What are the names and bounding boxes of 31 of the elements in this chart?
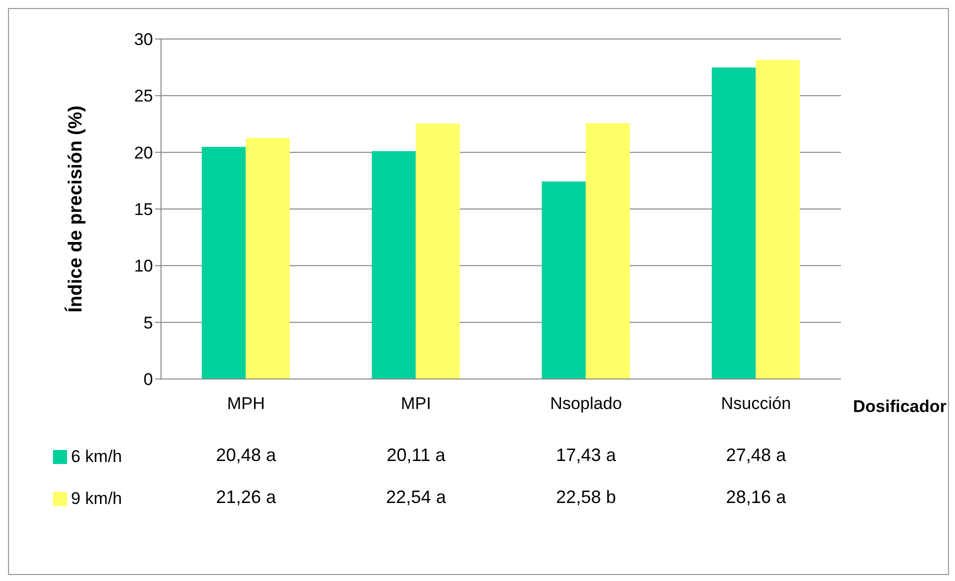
legend-label: 9 km/h — [71, 489, 122, 509]
data-label: 21,26 a — [214, 487, 278, 508]
y-tick-label: 0 — [144, 370, 153, 390]
y-tick-label: 20 — [134, 143, 153, 162]
data-label: 20,11 a — [386, 445, 446, 466]
y-tick-label: 25 — [134, 86, 153, 106]
data-label: 17,43 a — [554, 445, 618, 466]
data-label: 20,48 a — [214, 445, 278, 466]
x-tick-label: Nsucción — [721, 394, 791, 414]
data-label: 22,54 a — [384, 487, 448, 508]
y-tick-label: 10 — [134, 256, 153, 276]
legend-label: 6 km/h — [71, 447, 122, 467]
bar — [542, 181, 586, 379]
x-axis-title: Dosificador — [853, 397, 947, 417]
bar — [202, 146, 246, 379]
y-tick-label: 15 — [134, 200, 153, 220]
x-tick-label: MPI — [400, 394, 432, 414]
y-tick-label: 30 — [134, 30, 153, 50]
bar — [756, 60, 800, 379]
y-tick-label: 5 — [144, 313, 153, 332]
data-label: 22,58 b — [554, 487, 618, 508]
data-label: 27,48 a — [724, 445, 788, 466]
bar — [372, 151, 416, 379]
y-axis-title: Índice de precisión (%) — [64, 106, 87, 312]
data-label: 28,16 a — [724, 487, 788, 508]
bar — [416, 124, 460, 379]
x-tick-label: Nsoplado — [550, 394, 622, 414]
bar — [712, 68, 756, 379]
bar — [246, 138, 290, 379]
x-tick-label: MPH — [227, 394, 265, 414]
bar — [586, 123, 630, 379]
